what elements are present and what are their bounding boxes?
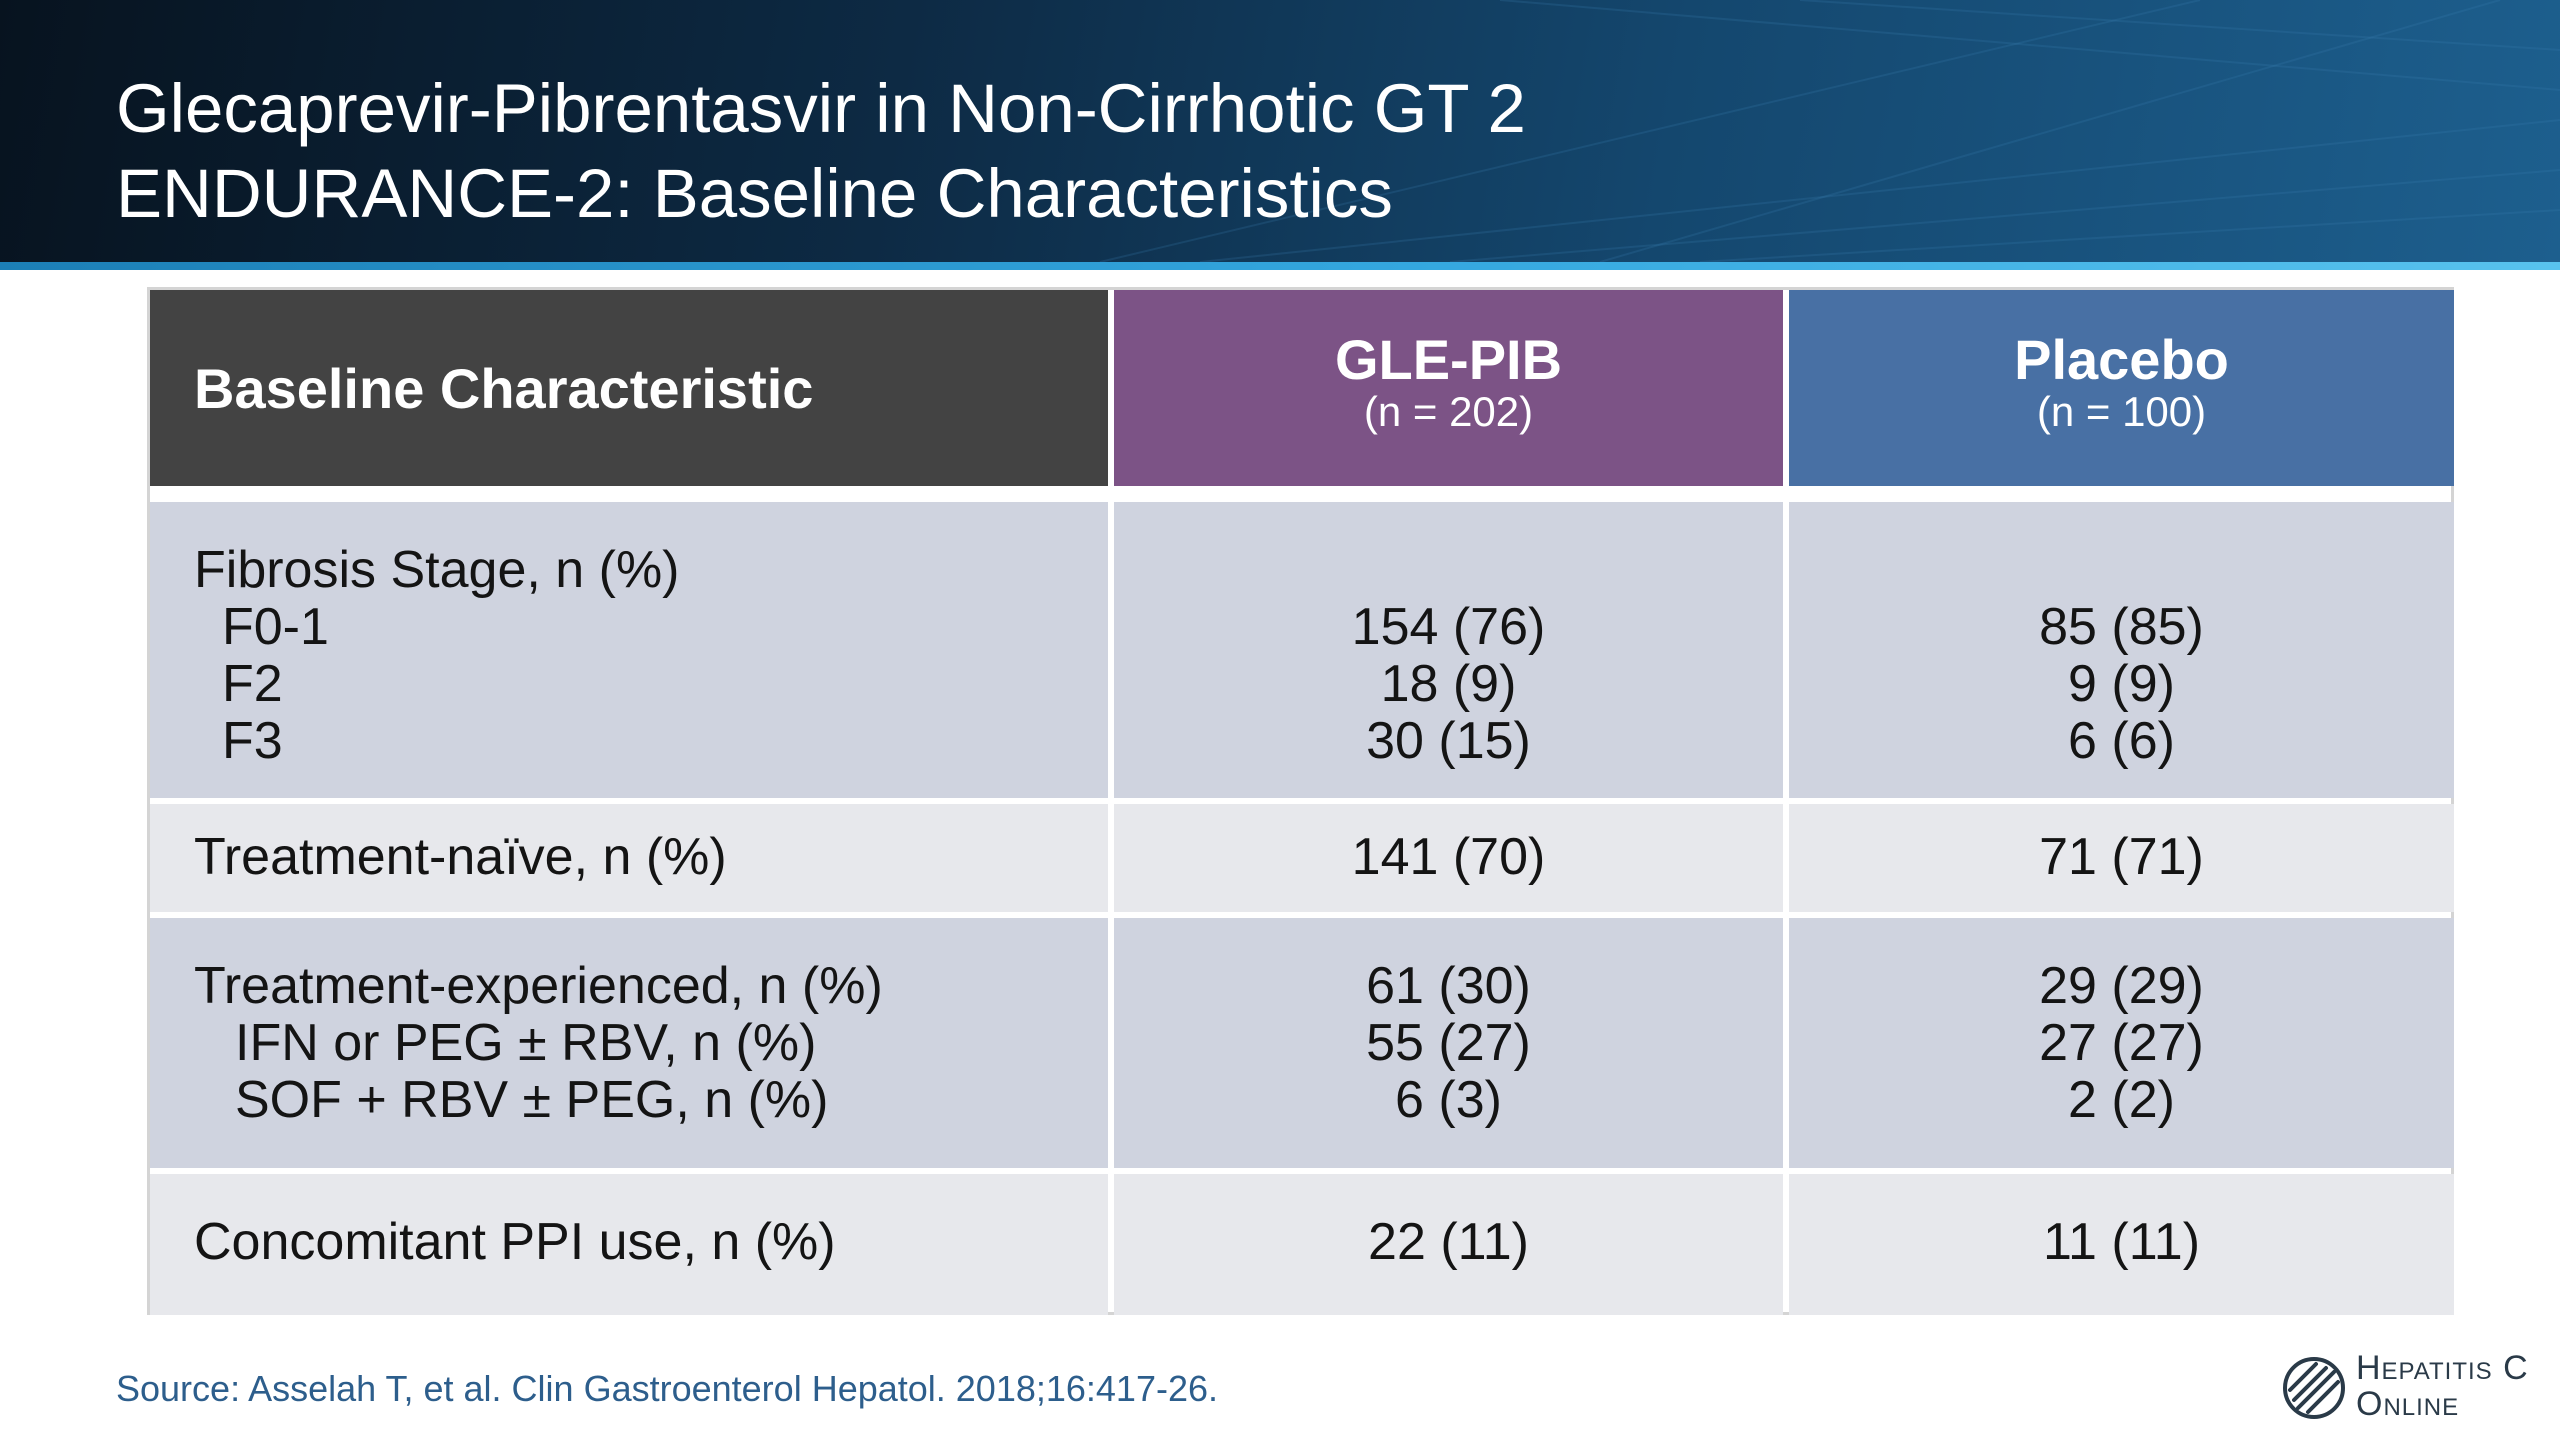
slide-title: Glecaprevir-Pibrentasvir in Non-Cirrhoti… (116, 66, 1526, 236)
cell-value: 71 (71) (2039, 828, 2204, 886)
row-sublabel: F2 (222, 655, 283, 713)
hepatitis-c-online-logo-icon (2283, 1357, 2345, 1419)
baseline-table: Baseline Characteristic GLE-PIB (n = 202… (147, 287, 2454, 1315)
cell-value: 61 (30) (1366, 957, 1531, 1015)
table-row-experienced-label: Treatment-experienced, n (%) IFN or PEG … (150, 918, 1108, 1168)
cell-value: 30 (15) (1366, 712, 1531, 770)
table-row-naive-placebo: 71 (71) (1789, 804, 2454, 912)
table-row-naive-gle-pib: 141 (70) (1114, 804, 1783, 912)
row-label: Fibrosis Stage, n (%) (194, 541, 680, 599)
table-row-ppi-label: Concomitant PPI use, n (%) (150, 1174, 1108, 1315)
logo-line-1: Hepatitis C (2356, 1349, 2529, 1387)
header-gle-pib: GLE-PIB (n = 202) (1114, 290, 1783, 486)
row-sublabel: F0-1 (222, 598, 329, 656)
cell-value: 154 (76) (1351, 598, 1546, 656)
cell-value: 141 (70) (1351, 828, 1546, 886)
source-citation: Source: Asselah T, et al. Clin Gastroent… (116, 1368, 1219, 1409)
title-line-1: Glecaprevir-Pibrentasvir in Non-Cirrhoti… (116, 70, 1526, 147)
header-characteristic-label: Baseline Characteristic (194, 356, 814, 420)
header-placebo-label: Placebo (2014, 328, 2229, 391)
hepatitis-c-online-logo: Hepatitis C Online (2282, 1350, 2542, 1426)
row-label: Treatment-naïve, n (%) (194, 828, 727, 886)
table-row-fibrosis-gle-pib: 154 (76) 18 (9) 30 (15) (1114, 502, 1783, 798)
row-label: Treatment-experienced, n (%) (194, 957, 883, 1015)
header-placebo-n: (n = 100) (2036, 388, 2207, 435)
header-gle-pib-n: (n = 202) (1363, 388, 1534, 435)
cell-value: 18 (9) (1380, 655, 1517, 713)
cell-value: 6 (3) (1395, 1071, 1502, 1129)
header-characteristic: Baseline Characteristic (150, 290, 1108, 486)
title-rule (0, 262, 2560, 270)
row-sublabel: F3 (222, 712, 283, 770)
row-label: Concomitant PPI use, n (%) (194, 1213, 836, 1271)
cell-value: 27 (27) (2039, 1014, 2204, 1072)
title-banner: Glecaprevir-Pibrentasvir in Non-Cirrhoti… (0, 0, 2560, 262)
cell-value: 29 (29) (2039, 957, 2204, 1015)
table-row-ppi-placebo: 11 (11) (1789, 1174, 2454, 1315)
cell-value: 22 (11) (1368, 1213, 1529, 1271)
table-row-fibrosis-placebo: 85 (85) 9 (9) 6 (6) (1789, 502, 2454, 798)
header-placebo: Placebo (n = 100) (1789, 290, 2454, 486)
table-row-experienced-gle-pib: 61 (30) 55 (27) 6 (3) (1114, 918, 1783, 1168)
cell-value: 2 (2) (2068, 1071, 2175, 1129)
cell-value: 6 (6) (2068, 712, 2175, 770)
cell-value: 85 (85) (2039, 598, 2204, 656)
cell-value: 55 (27) (1366, 1014, 1531, 1072)
row-sublabel: SOF + RBV ± PEG, n (%) (235, 1071, 829, 1129)
header-gle-pib-label: GLE-PIB (1334, 328, 1563, 391)
cell-value: 11 (11) (2042, 1213, 2201, 1271)
cell-value: 9 (9) (2068, 655, 2175, 713)
banner-decoration (1099, 0, 2560, 262)
title-line-2: ENDURANCE-2: Baseline Characteristics (116, 155, 1393, 232)
table-row-experienced-placebo: 29 (29) 27 (27) 2 (2) (1789, 918, 2454, 1168)
logo-line-2: Online (2356, 1385, 2460, 1423)
table-row-naive-label: Treatment-naïve, n (%) (150, 804, 1108, 912)
row-sublabel: IFN or PEG ± RBV, n (%) (235, 1014, 817, 1072)
table-row-ppi-gle-pib: 22 (11) (1114, 1174, 1783, 1315)
table-row-fibrosis-label: Fibrosis Stage, n (%) F0-1 F2 F3 (150, 502, 1108, 798)
logo-wordmark: Hepatitis C Online (2356, 1350, 2529, 1422)
